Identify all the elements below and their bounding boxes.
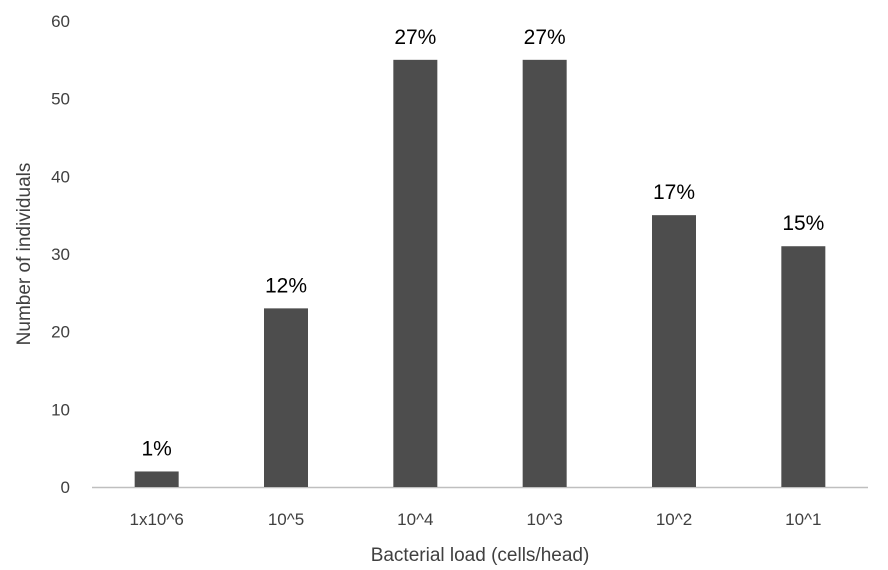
bar-data-label: 17% bbox=[653, 181, 695, 204]
y-axis-title: Number of individuals bbox=[14, 163, 35, 346]
y-tick-label: 50 bbox=[51, 90, 70, 109]
bar-data-label: 15% bbox=[782, 212, 824, 235]
y-tick-label: 0 bbox=[61, 478, 70, 497]
bar-data-label: 12% bbox=[265, 274, 307, 297]
x-tick-label: 10^4 bbox=[397, 510, 433, 529]
data-labels: 1% 12% 27% 27% 17% 15% bbox=[141, 26, 824, 461]
y-tick-label: 30 bbox=[51, 245, 70, 264]
bar bbox=[264, 308, 308, 487]
y-tick-label: 20 bbox=[51, 323, 70, 342]
y-tick-label: 60 bbox=[51, 12, 70, 31]
bar bbox=[393, 59, 438, 487]
bar-data-label: 27% bbox=[394, 26, 436, 49]
x-tick-label: 1x10^6 bbox=[130, 510, 184, 529]
x-tick-label: 10^5 bbox=[268, 510, 304, 529]
bar bbox=[652, 215, 696, 487]
x-tick-label: 10^2 bbox=[656, 510, 692, 529]
bar bbox=[134, 471, 179, 487]
x-tick-label: 10^1 bbox=[785, 510, 821, 529]
bar-data-label: 1% bbox=[141, 437, 171, 460]
bar-data-label: 27% bbox=[524, 26, 566, 49]
y-tick-label: 40 bbox=[51, 167, 70, 186]
y-tick-label: 10 bbox=[51, 400, 70, 419]
x-tick-label: 10^3 bbox=[526, 510, 562, 529]
bar bbox=[781, 246, 826, 487]
y-axis-ticks: 0 10 20 30 40 50 60 bbox=[51, 12, 70, 497]
bars bbox=[134, 59, 826, 487]
x-axis-title: Bacterial load (cells/head) bbox=[371, 545, 590, 566]
x-axis-ticks: 1x10^6 10^5 10^4 10^3 10^2 10^1 bbox=[130, 510, 822, 529]
bar bbox=[522, 59, 567, 487]
